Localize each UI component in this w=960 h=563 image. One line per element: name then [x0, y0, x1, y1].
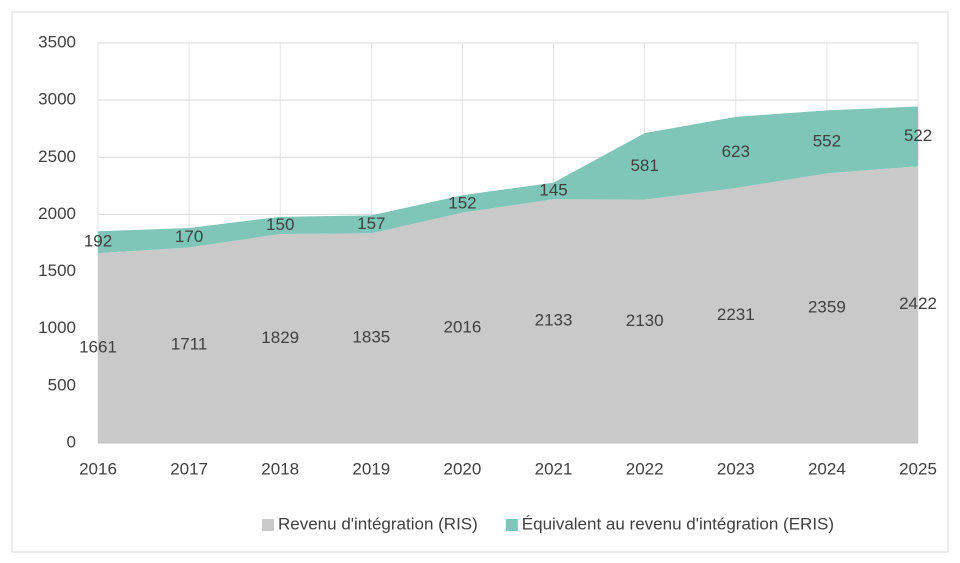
data-label: 157 [357, 214, 385, 233]
data-label: 2130 [626, 311, 664, 330]
data-label: 2231 [717, 305, 755, 324]
data-label: 1835 [352, 328, 390, 347]
data-label: 1829 [261, 328, 299, 347]
legend-label: Revenu d'intégration (RIS) [278, 514, 478, 533]
data-label: 170 [175, 227, 203, 246]
y-tick-label: 3500 [38, 32, 76, 51]
x-tick-label: 2024 [808, 459, 846, 478]
x-tick-label: 2022 [626, 459, 664, 478]
x-tick-label: 2021 [535, 459, 573, 478]
data-label: 522 [904, 126, 932, 145]
data-label: 2422 [899, 294, 937, 313]
x-tick-label: 2018 [261, 459, 299, 478]
y-tick-label: 2500 [38, 147, 76, 166]
data-label: 623 [722, 142, 750, 161]
data-label: 150 [266, 215, 294, 234]
data-label: 2133 [535, 311, 573, 330]
data-label: 1711 [171, 335, 208, 354]
data-label: 145 [539, 180, 567, 199]
data-label: 2359 [808, 298, 846, 317]
y-tick-label: 0 [67, 432, 76, 451]
x-tick-label: 2023 [717, 459, 755, 478]
data-label: 552 [813, 131, 841, 150]
data-label: 1661 [79, 338, 117, 357]
data-label: 152 [448, 193, 476, 212]
legend-swatch [262, 519, 274, 531]
y-tick-label: 2000 [38, 204, 76, 223]
y-tick-label: 3000 [38, 90, 76, 109]
area [98, 106, 918, 254]
legend-label: Équivalent au revenu d'intégration (ERIS… [522, 514, 834, 533]
area [98, 166, 918, 443]
x-tick-label: 2017 [170, 459, 208, 478]
x-tick-label: 2020 [444, 459, 482, 478]
data-label: 581 [630, 156, 658, 175]
x-tick-label: 2016 [79, 459, 117, 478]
x-tick-label: 2019 [352, 459, 390, 478]
x-tick-label: 2025 [899, 459, 937, 478]
data-label: 2016 [444, 317, 482, 336]
data-label: 192 [84, 232, 112, 251]
y-tick-label: 1000 [38, 318, 76, 337]
y-tick-label: 500 [48, 375, 76, 394]
y-tick-label: 1500 [38, 261, 76, 280]
legend-swatch [505, 519, 518, 531]
